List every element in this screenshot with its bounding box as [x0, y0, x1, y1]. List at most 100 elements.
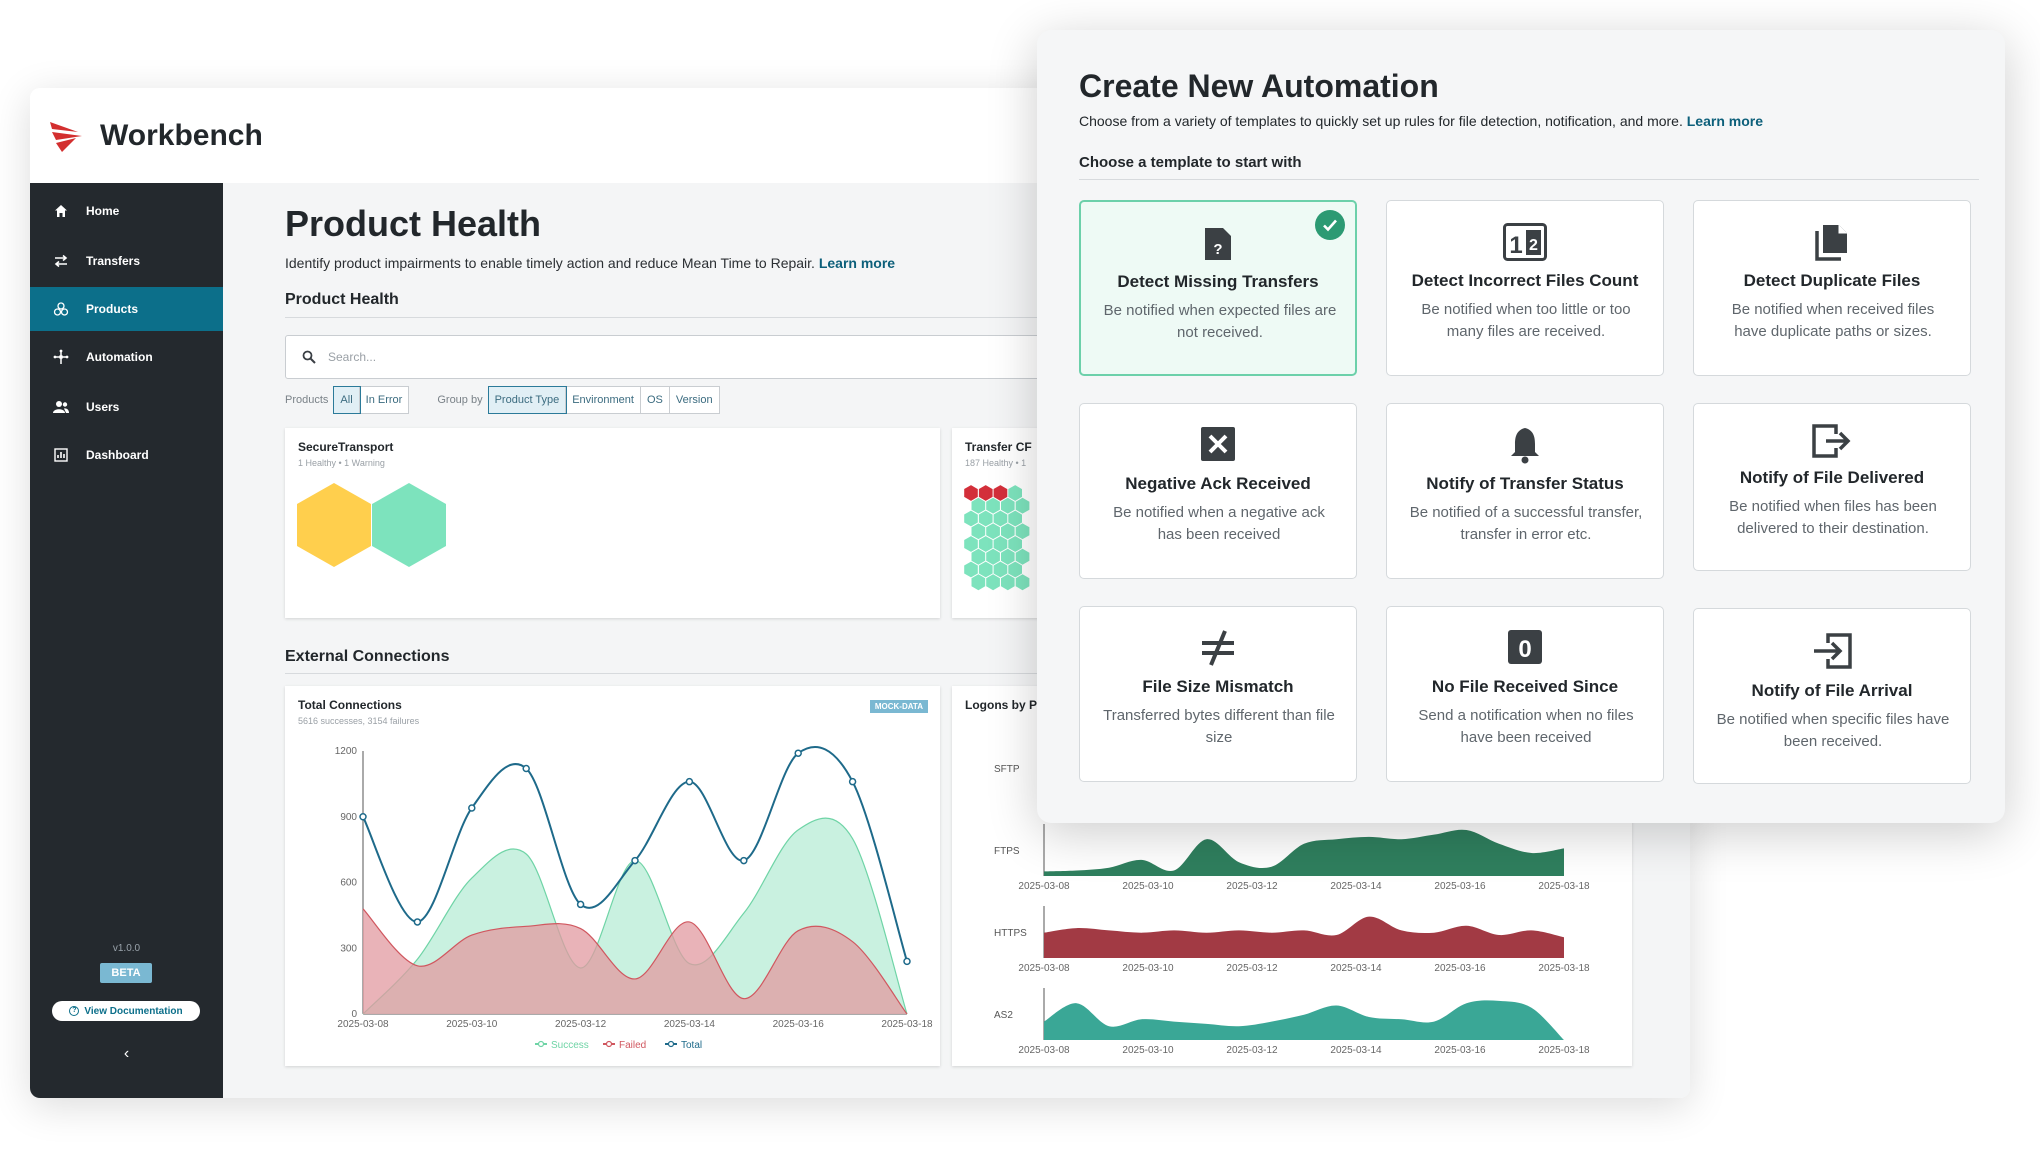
product-card-status: 187 Healthy • 1	[965, 458, 1027, 468]
group-option-os[interactable]: OS	[641, 387, 670, 413]
sidebar-item-label: Users	[86, 400, 120, 414]
data-point-total	[631, 856, 639, 865]
hexagon-healthy	[1015, 574, 1030, 591]
beta-badge: BETA	[100, 963, 152, 983]
data-point-total	[848, 777, 857, 786]
hexagon-healthy	[971, 497, 986, 514]
template-description: Be notified when received files have dup…	[1731, 301, 1935, 340]
zero-box-icon: 0	[1387, 629, 1663, 665]
sidebar-item-transfers[interactable]: Transfers	[30, 239, 223, 283]
modal-learn-more-link[interactable]: Learn more	[1686, 113, 1763, 129]
template-description: Be notified when specific files have bee…	[1716, 711, 1950, 750]
file-import-icon	[1694, 633, 1970, 669]
chart-title: Logons by P	[965, 698, 1037, 712]
modal-subtitle-text: Choose from a variety of templates to qu…	[1079, 113, 1683, 129]
x-tick-label: 2025-03-14	[664, 1019, 716, 1030]
sidebar-item-dashboard[interactable]: Dashboard	[30, 433, 223, 477]
group-option-version[interactable]: Version	[675, 394, 713, 406]
template-detect-duplicate-files[interactable]: Detect Duplicate Files Be notified when …	[1693, 200, 1971, 376]
hexagon-healthy	[978, 561, 993, 578]
chevron-left-icon[interactable]: ‹	[123, 1045, 130, 1062]
app-title: Workbench	[100, 118, 263, 152]
template-description: Be notified when a negative ack has been…	[1113, 504, 1325, 543]
hexagon-error	[964, 485, 978, 501]
product-card[interactable]: SecureTransport 1 Healthy • 1 Warning	[285, 428, 940, 618]
hexagon-healthy	[1015, 523, 1030, 540]
product-card-status: 1 Healthy • 1 Warning	[298, 458, 385, 468]
sidebar: Home Transfers Products Automation Users…	[30, 183, 223, 1098]
home-icon	[52, 202, 70, 220]
series-area-failed	[363, 908, 907, 1014]
template-description: Transferred bytes different than file si…	[1103, 707, 1335, 746]
y-tick-label: 900	[340, 812, 357, 823]
template-name: Detect Missing Transfers	[1117, 272, 1319, 291]
template-notify-of-file-arrival[interactable]: Notify of File Arrival Be notified when …	[1693, 608, 1971, 784]
template-file-size-mismatch[interactable]: File Size Mismatch Transferred bytes dif…	[1079, 606, 1357, 782]
workbench-logo-icon	[50, 121, 82, 152]
hexagon-error	[993, 485, 1008, 501]
x-tick-label: 2025-03-10	[446, 1019, 498, 1030]
sidebar-item-products[interactable]: Products	[30, 287, 223, 331]
group-option-product-type[interactable]: Product Type	[487, 386, 568, 414]
filter-option-in-error[interactable]: In Error	[365, 394, 403, 406]
hexagon-error	[978, 485, 993, 501]
data-point-total	[740, 856, 748, 865]
row-area-https	[1044, 916, 1564, 958]
hexagon-healthy	[964, 561, 978, 578]
row-label: AS2	[994, 1010, 1013, 1021]
automation-icon	[52, 348, 70, 366]
users-icon	[52, 398, 70, 416]
transfers-icon	[52, 252, 70, 270]
x-tick-label: 2025-03-12	[555, 1019, 607, 1030]
sidebar-item-automation[interactable]: Automation	[30, 335, 223, 379]
x-tick-label: 2025-03-14	[1330, 881, 1382, 892]
duplicate-files-icon	[1694, 223, 1970, 261]
template-negative-ack-received[interactable]: Negative Ack Received Be notified when a…	[1079, 403, 1357, 579]
legend-label: Total	[681, 1040, 702, 1051]
hexagon-healthy	[993, 561, 1008, 578]
page-subtitle-text: Identify product impairments to enable t…	[285, 255, 815, 271]
template-name: Detect Duplicate Files	[1743, 271, 1921, 290]
template-name: Negative Ack Received	[1125, 474, 1311, 493]
sidebar-item-users[interactable]: Users	[30, 385, 223, 429]
template-notify-of-file-delivered[interactable]: Notify of File Delivered Be notified whe…	[1693, 403, 1971, 571]
sidebar-item-label: Home	[86, 204, 120, 218]
template-name: Notify of File Arrival	[1751, 681, 1913, 700]
file-export-icon	[1694, 424, 1970, 458]
sidebar-item-home[interactable]: Home	[30, 189, 223, 233]
y-tick-label: 0	[351, 1009, 357, 1020]
filter-bar: Products All In Error Group by Product T…	[285, 385, 748, 415]
svg-text:?: ?	[1213, 241, 1222, 258]
sidebar-item-label: Transfers	[86, 254, 141, 268]
filter-option-all[interactable]: All	[333, 386, 361, 414]
hexagon-healthy	[971, 548, 986, 565]
x-tick-label: 2025-03-12	[1226, 963, 1278, 974]
data-point-total	[903, 957, 911, 966]
view-documentation-button[interactable]: ? View Documentation	[52, 1001, 200, 1021]
logons-by-protocol-chart: SFTP FTPS 2025-03-08 2025-03-10 2025-03-12 20…	[994, 764, 1590, 1056]
template-no-file-received-since[interactable]: 0 No File Received Since Send a notifica…	[1386, 606, 1664, 782]
learn-more-link[interactable]: Learn more	[818, 255, 896, 271]
template-notify-of-transfer-status[interactable]: Notify of Transfer Status Be notified of…	[1386, 403, 1664, 579]
x-tick-label: 2025-03-08	[1018, 1045, 1070, 1056]
x-tick-label: 2025-03-18	[1538, 881, 1590, 892]
legend-label: Failed	[619, 1040, 646, 1051]
data-point-total	[576, 900, 585, 909]
product-card-title: SecureTransport	[298, 440, 394, 454]
x-tick-label: 2025-03-18	[881, 1019, 933, 1030]
group-option-environment[interactable]: Environment	[566, 387, 641, 413]
products-icon	[52, 300, 70, 318]
page-title: Product Health	[285, 203, 542, 244]
x-tick-label: 2025-03-10	[1122, 963, 1174, 974]
row-label: FTPS	[994, 846, 1020, 857]
group-by-filter-group: Product Type Environment OS Version	[487, 386, 720, 414]
template-detect-missing-transfers[interactable]: ? Detect Missing Transfers Be notified w…	[1079, 200, 1357, 376]
products-filter-label: Products	[285, 394, 329, 406]
hexagon-healthy	[1015, 548, 1030, 565]
hexagon-healthy	[986, 548, 1000, 565]
hexagon-healthy	[986, 497, 1000, 514]
y-tick-label: 600	[340, 878, 357, 889]
hexagon-healthy	[1001, 548, 1015, 565]
